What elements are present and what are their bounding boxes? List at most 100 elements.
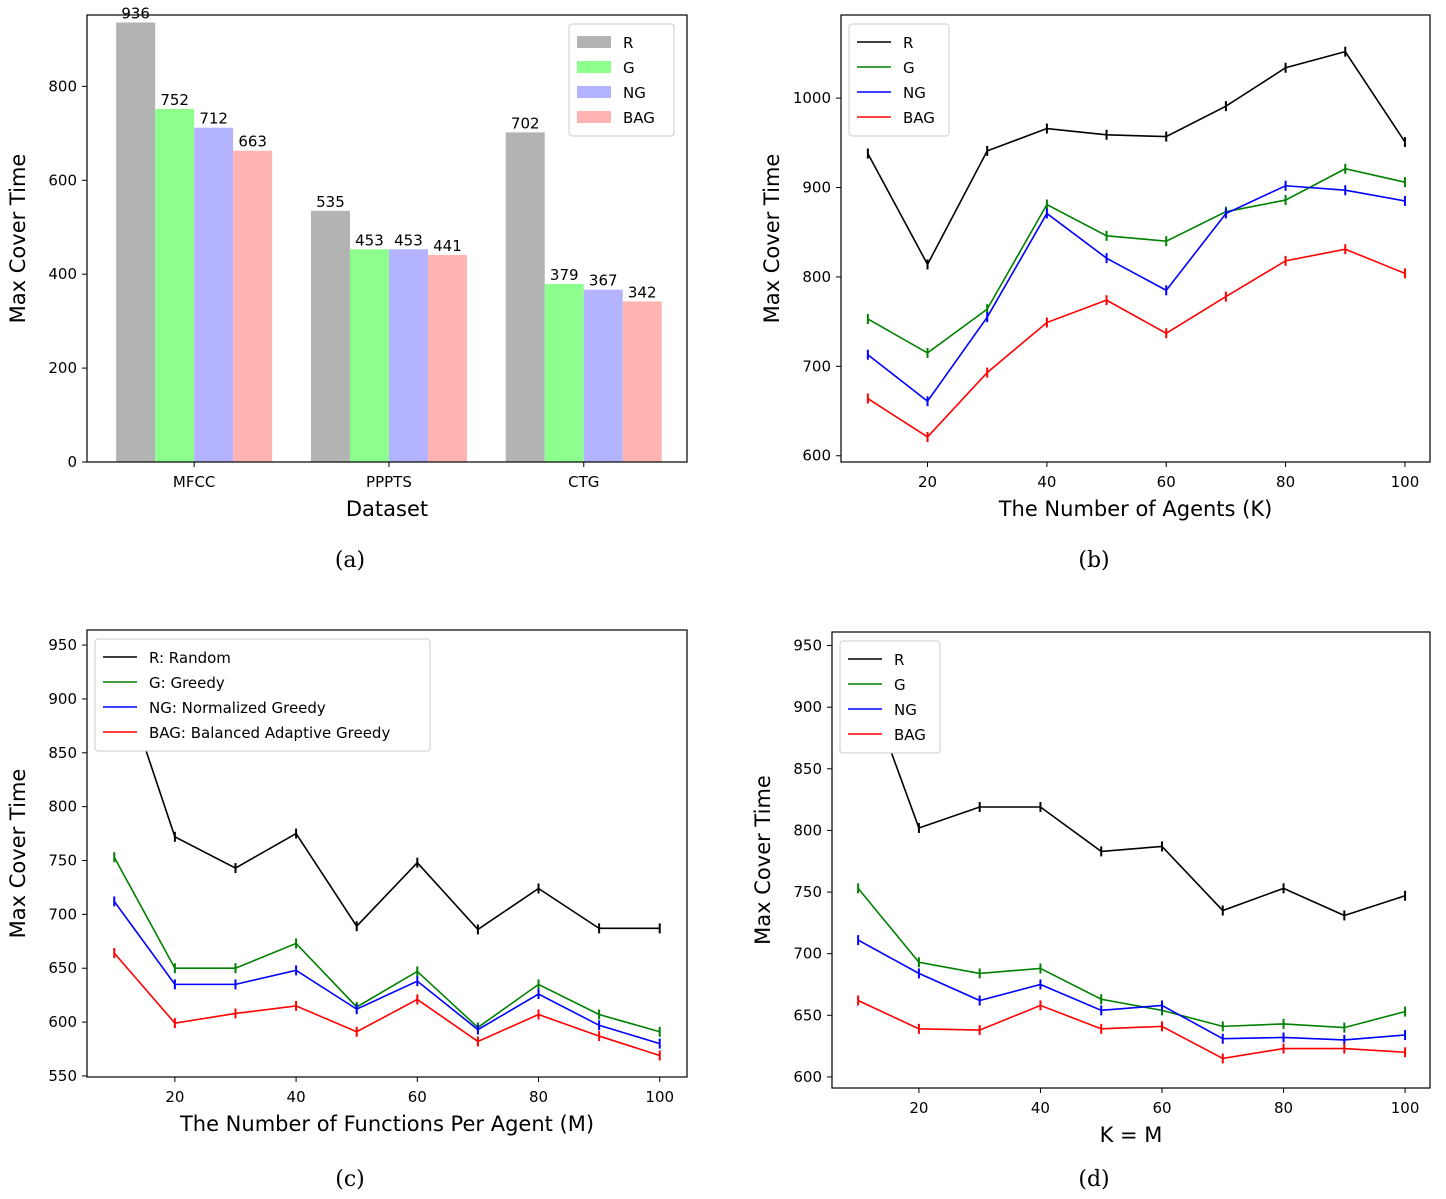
x-tick-label: 80 [1276, 473, 1295, 491]
legend-swatch [577, 111, 611, 123]
data-label: 379 [550, 266, 579, 284]
panel-caption: (d) [1078, 1167, 1109, 1192]
x-tick-label: 60 [1157, 473, 1176, 491]
x-tick-label: PPPTS [366, 473, 412, 491]
data-label: 712 [199, 110, 228, 128]
legend-box [848, 23, 950, 137]
series-line [867, 50, 1406, 267]
y-tick-label: 600 [802, 447, 831, 465]
bar [155, 108, 195, 462]
panel-caption: (c) [335, 1167, 365, 1192]
x-axis-label: Dataset [346, 497, 428, 521]
y-tick-label: 800 [48, 77, 77, 95]
series-line [113, 856, 660, 1033]
y-tick-label: 600 [793, 1068, 822, 1086]
legend: RG NG BAG [568, 23, 675, 137]
x-tick-label: 20 [909, 1099, 928, 1117]
data-label: 663 [238, 133, 267, 151]
legend-swatch [577, 61, 611, 73]
x-tick-label: CTG [568, 473, 599, 491]
legend-label: G [894, 676, 906, 694]
y-tick-label: 650 [48, 959, 77, 977]
legend-box [839, 640, 941, 754]
data-label: 453 [394, 231, 423, 249]
x-axis-label: The Number of Agents (K) [998, 497, 1273, 521]
bar [116, 22, 156, 463]
legend-label: R [903, 34, 913, 52]
x-tick-label: 40 [287, 1088, 306, 1106]
data-label: 702 [511, 114, 540, 132]
axes-frame [86, 14, 688, 463]
y-tick-label: 800 [793, 821, 822, 839]
series-line [857, 661, 1406, 917]
legend-swatch [577, 86, 611, 98]
series-line [113, 952, 660, 1057]
y-tick-label: 800 [48, 798, 77, 816]
legend-box [94, 638, 431, 752]
panel-caption: (a) [335, 548, 365, 573]
x-axis-label: The Number of Functions Per Agent (M) [179, 1112, 594, 1136]
data-label: 342 [628, 283, 657, 301]
bar [505, 132, 545, 462]
legend-label: R [623, 34, 633, 52]
series-line [113, 655, 660, 931]
data-label: 453 [355, 231, 384, 249]
axes-frame [831, 631, 1431, 1089]
bar [388, 249, 428, 462]
bar [310, 210, 350, 462]
y-tick-label: 850 [793, 760, 822, 778]
bar [194, 127, 234, 462]
legend-label: R [894, 651, 904, 669]
legend-label: G [623, 59, 635, 77]
y-tick-label: 750 [48, 852, 77, 870]
bar [233, 150, 273, 463]
y-tick-label: 850 [48, 744, 77, 762]
y-tick-label: 900 [48, 690, 77, 708]
x-tick-label: 100 [1391, 1099, 1420, 1117]
y-tick-label: 950 [48, 636, 77, 654]
x-tick-label: 20 [165, 1088, 184, 1106]
x-tick-label: 80 [1274, 1099, 1293, 1117]
data-label: 752 [160, 91, 189, 109]
y-tick-label: 200 [48, 359, 77, 377]
y-tick-label: 650 [793, 1006, 822, 1024]
y-tick-label: 600 [48, 171, 77, 189]
x-tick-label: 40 [1031, 1099, 1050, 1117]
x-tick-label: MFCC [173, 473, 216, 491]
bar [349, 249, 389, 462]
series-line [867, 184, 1406, 403]
legend: R: Random G: Greedy NG: Normalized Greedy B… [94, 638, 431, 752]
y-tick-label: 700 [48, 905, 77, 923]
legend-label: G [903, 59, 915, 77]
axes-frame [86, 629, 688, 1078]
x-axis-label: K = M [1100, 1123, 1163, 1147]
legend: RG NG BAG [839, 640, 941, 754]
series-line [857, 939, 1406, 1041]
legend-label: NG [903, 84, 926, 102]
legend-label: NG [894, 701, 917, 719]
bar [427, 254, 467, 462]
legend-swatch [577, 36, 611, 48]
series-line [867, 248, 1406, 439]
panel-4: 20 40 60 80 100 600 650 700 750 800 850 900 950 K = M… [751, 631, 1431, 1192]
y-axis-label: Max Cover Time [6, 769, 30, 939]
x-tick-label: 60 [408, 1088, 427, 1106]
legend-label: NG: Normalized Greedy [149, 699, 326, 717]
y-tick-label: 700 [793, 945, 822, 963]
series-line [857, 999, 1406, 1060]
y-axis-label: Max Cover Time [6, 154, 30, 324]
legend-label: BAG [894, 726, 926, 744]
x-tick-label: 100 [1391, 473, 1420, 491]
y-tick-label: 0 [67, 453, 77, 471]
y-axis-label: Max Cover Time [760, 154, 784, 324]
bar [622, 301, 662, 462]
x-tick-label: 100 [645, 1088, 674, 1106]
y-tick-label: 900 [793, 698, 822, 716]
legend-label: G: Greedy [149, 674, 225, 692]
x-tick-label: 40 [1037, 473, 1056, 491]
axes-frame [840, 14, 1431, 463]
series-line [867, 167, 1406, 354]
x-tick-label: 60 [1152, 1099, 1171, 1117]
legend: RG NG BAG [848, 23, 950, 137]
